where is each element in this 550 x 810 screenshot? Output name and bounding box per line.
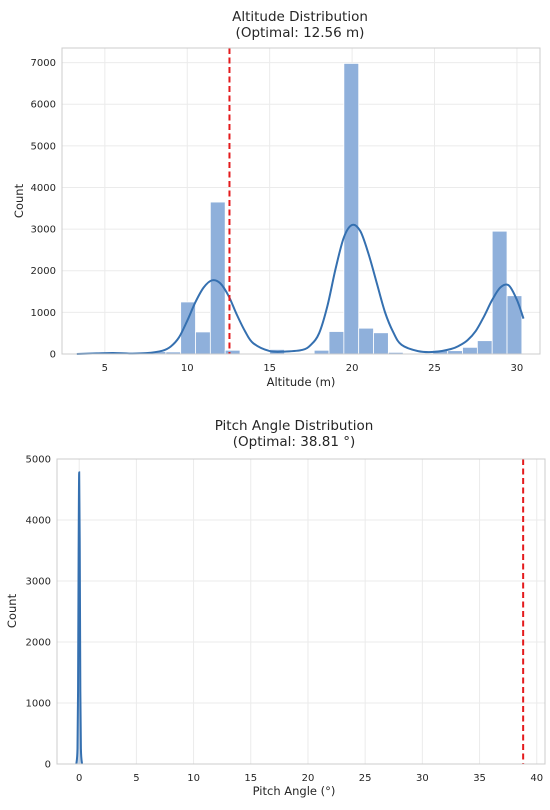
y-tick-label: 6000	[31, 100, 56, 111]
pitch-kde	[75, 471, 84, 765]
altitude-y-axis-label: Count	[12, 183, 26, 218]
altitude-x-axis-label: Altitude (m)	[267, 375, 336, 389]
y-tick-label: 1000	[26, 699, 51, 710]
x-tick-label: 15	[244, 773, 257, 784]
histogram-bar	[224, 349, 241, 355]
histogram-bar	[462, 346, 478, 355]
histogram-bar	[358, 327, 374, 355]
kde-line	[76, 223, 525, 355]
x-tick-label: 30	[416, 773, 429, 784]
y-tick-label: 4000	[26, 516, 51, 527]
x-tick-label: 10	[187, 773, 200, 784]
pitch-grid	[57, 458, 545, 765]
y-tick-label: 5000	[31, 141, 56, 152]
x-tick-label: 5	[133, 773, 139, 784]
altitude-bars	[150, 63, 523, 355]
y-tick-label: 2000	[31, 266, 56, 277]
altitude-y-ticks: 0 1000 2000 3000 4000 5000 6000 7000	[31, 58, 56, 360]
histogram-bar	[313, 349, 330, 355]
x-tick-label: 35	[473, 773, 486, 784]
altitude-chart-subtitle: (Optimal: 12.56 m)	[236, 25, 365, 41]
x-tick-label: 15	[263, 363, 276, 374]
altitude-kde	[76, 223, 525, 355]
histogram-bar	[491, 230, 508, 355]
x-tick-label: 20	[302, 773, 315, 784]
y-tick-label: 0	[45, 760, 51, 771]
y-tick-label: 1000	[31, 308, 56, 319]
x-tick-label: 25	[428, 363, 441, 374]
y-tick-label: 3000	[31, 225, 56, 236]
altitude-x-ticks: 5 10 15 20 25 30	[102, 363, 524, 374]
altitude-plot-frame	[61, 47, 541, 355]
x-tick-label: 10	[181, 363, 194, 374]
y-tick-label: 0	[50, 350, 56, 361]
pitch-chart-subtitle: (Optimal: 38.81 °)	[233, 434, 355, 450]
histogram-bar	[476, 340, 493, 355]
pitch-chart: Pitch Angle Distribution (Optimal: 38.81…	[5, 418, 546, 798]
histogram-bar	[195, 331, 211, 355]
histogram-bar	[343, 63, 360, 355]
kde-line	[75, 471, 84, 765]
y-tick-label: 4000	[31, 183, 56, 194]
histogram-bar	[328, 331, 345, 355]
pitch-y-axis-label: Count	[5, 593, 19, 628]
histogram-bar	[373, 332, 389, 355]
altitude-chart: Altitude Distribution (Optimal: 12.56 m)…	[12, 9, 541, 389]
x-tick-label: 30	[511, 363, 524, 374]
pitch-x-ticks: 0 5 10 15 20 25 30 35 40	[76, 773, 543, 784]
altitude-chart-title: Altitude Distribution	[232, 9, 368, 25]
x-tick-label: 25	[359, 773, 372, 784]
pitch-x-axis-label: Pitch Angle (°)	[253, 784, 336, 798]
x-tick-label: 5	[102, 363, 108, 374]
y-tick-label: 3000	[26, 577, 51, 588]
y-tick-label: 5000	[26, 455, 51, 466]
y-tick-label: 2000	[26, 638, 51, 649]
x-tick-label: 0	[76, 773, 82, 784]
x-tick-label: 20	[346, 363, 359, 374]
histogram-bar	[209, 201, 226, 355]
x-tick-label: 40	[530, 773, 543, 784]
pitch-plot-frame	[56, 458, 546, 765]
y-tick-label: 7000	[31, 58, 56, 69]
altitude-grid	[62, 48, 540, 355]
pitch-chart-title: Pitch Angle Distribution	[215, 418, 374, 434]
pitch-y-ticks: 0 1000 2000 3000 4000 5000	[26, 455, 51, 771]
